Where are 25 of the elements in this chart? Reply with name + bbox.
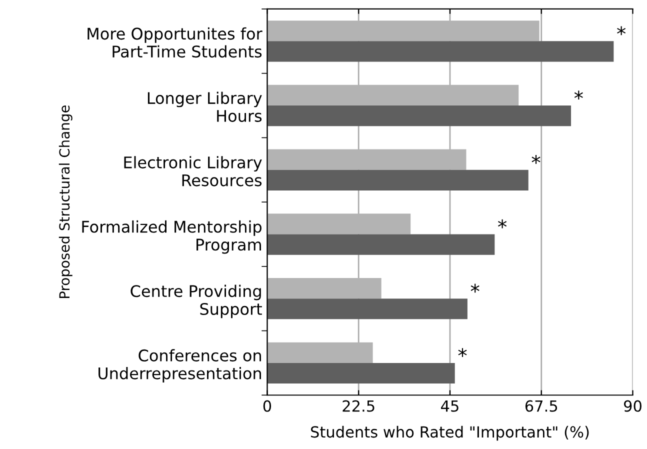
bar bbox=[267, 106, 572, 126]
bar bbox=[267, 170, 528, 190]
annotation: * bbox=[532, 155, 540, 164]
x-tick-label: 45 bbox=[441, 400, 458, 412]
bar bbox=[267, 362, 455, 384]
x-axis-title: Students who Rated "Important" (%) bbox=[310, 426, 589, 441]
bar bbox=[267, 234, 495, 255]
annotation: * bbox=[470, 284, 480, 293]
x-tick-label: 0 bbox=[263, 400, 272, 412]
x-tick-label: 22.5 bbox=[342, 400, 374, 412]
y-tick-label: Centre Providing Support bbox=[130, 284, 262, 318]
y-tick-label: Formalized Mentorship Program bbox=[82, 220, 262, 254]
y-tick-label: Longer Library Hours bbox=[148, 92, 262, 122]
bar bbox=[267, 298, 468, 320]
y-tick-label: More Opportunites for Part-Time Students bbox=[88, 27, 262, 58]
y-tick-label: Conferences on Underrepresentation bbox=[98, 349, 261, 382]
y-axis-title: Proposed Structural Change bbox=[58, 105, 72, 298]
annotation: * bbox=[617, 26, 626, 36]
annotation: * bbox=[574, 90, 583, 100]
annotation: * bbox=[458, 348, 467, 357]
bar bbox=[267, 41, 614, 62]
annotation: * bbox=[498, 219, 507, 228]
x-tick-label: 90 bbox=[624, 400, 642, 412]
y-tick-label: Electronic Library Resources bbox=[124, 156, 262, 186]
x-tick-label: 67.5 bbox=[525, 400, 558, 412]
